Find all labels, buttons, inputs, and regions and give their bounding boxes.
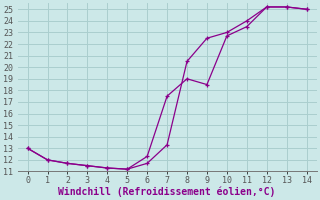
X-axis label: Windchill (Refroidissement éolien,°C): Windchill (Refroidissement éolien,°C) xyxy=(58,186,276,197)
